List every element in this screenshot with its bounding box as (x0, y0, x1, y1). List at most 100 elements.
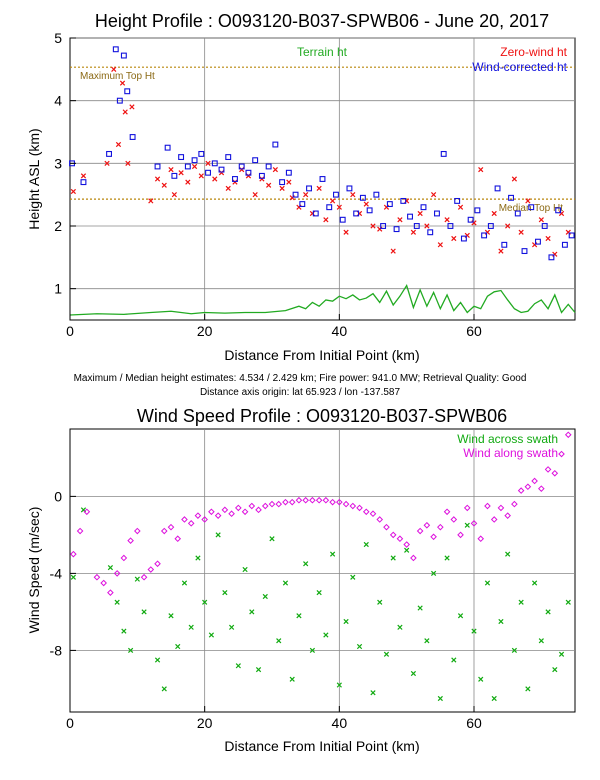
height-series-2-point-60 (508, 194, 514, 201)
wind-series-0-point-11 (175, 643, 181, 650)
wind-series-0-point-67 (552, 667, 558, 673)
height-grid (70, 37, 575, 320)
wind-series-0-point-31 (309, 647, 316, 654)
wind-series-1-point-71 (551, 469, 559, 477)
wind-series-1 (70, 431, 572, 596)
wind-series-0-point-55 (471, 628, 477, 634)
wind-series-1-point-13 (160, 527, 168, 535)
height-series-1-point-2 (104, 160, 110, 166)
height-series-1-point-26 (259, 176, 265, 182)
wind-series-1-point-47 (389, 531, 397, 539)
height-series-1-point-38 (336, 204, 342, 210)
height-series-2-point-44 (400, 197, 407, 204)
wind-series-1-point-4 (100, 579, 107, 587)
height-series-1-point-14 (178, 170, 184, 176)
wind-series-1-point-8 (127, 537, 134, 544)
height-series-2-point-58 (494, 185, 501, 192)
wind-series-1-point-21 (214, 512, 222, 519)
height-ref-label-1: Median Top Ht (499, 203, 564, 214)
height-series-2-point-3 (112, 46, 119, 53)
height-series-1-point-27 (266, 182, 272, 188)
height-series-1-point-30 (286, 179, 292, 185)
wind-series-0-point-52 (451, 657, 457, 663)
height-series-2-point-5 (120, 52, 127, 59)
height-series-2-point-32 (319, 176, 326, 182)
height-series-1-point-20 (218, 170, 225, 176)
wind-series-1-point-56 (450, 516, 458, 523)
height-series-1-point-36 (323, 217, 329, 223)
height-series-1-point-46 (390, 248, 396, 254)
height-y-tick-label-3: 4 (54, 93, 62, 109)
wind-series-0-point-12 (181, 580, 188, 586)
height-series-1-point-47 (397, 217, 403, 223)
wind-series-1-point-0 (70, 550, 77, 558)
wind-series-1-point-57 (457, 531, 464, 539)
height-series-2-point-45 (407, 213, 413, 220)
height-series-2-point-50 (440, 150, 447, 157)
height-series-1-point-3 (111, 66, 117, 72)
wind-series-0-point-6 (134, 576, 140, 582)
wind-series-0-point-10 (168, 613, 174, 619)
height-series-2-point-66 (548, 254, 555, 261)
height-series-2-point-67 (555, 207, 562, 214)
height-ref-label-0: Maximum Top Ht (80, 71, 155, 82)
height-series-2-point-46 (413, 223, 420, 229)
wind-series-0-point-45 (404, 547, 410, 553)
wind-series-1-point-48 (396, 535, 404, 543)
height-series-2-point-26 (279, 179, 286, 186)
wind-series-0-point-40 (370, 690, 376, 696)
height-series-1-point-15 (185, 179, 191, 185)
wind-series-1-point-63 (497, 504, 505, 512)
height-series-1-point-24 (245, 173, 252, 179)
wind-series-1-point-46 (383, 523, 390, 531)
wind-series-0-point-30 (303, 561, 309, 567)
wind-series-0-point-43 (390, 555, 396, 561)
height-legend-zero-wind: Zero-wind ht (500, 45, 567, 59)
height-series-1-point-50 (417, 210, 423, 217)
wind-series-0-point-58 (491, 695, 497, 702)
wind-series-1-point-52 (423, 521, 431, 529)
height-series-1-point-31 (289, 195, 295, 201)
wind-series-0-point-64 (531, 580, 538, 586)
height-series-1-point-42 (363, 201, 369, 207)
height-series-2-point-57 (487, 223, 494, 229)
wind-series-1-point-66 (517, 487, 525, 494)
wind-series-0-point-35 (336, 682, 342, 688)
wind-series-0-point-15 (202, 599, 208, 605)
height-series-2-point-18 (225, 154, 232, 161)
height-series-1-point-23 (239, 166, 245, 173)
wind-series-1-point-49 (403, 541, 410, 548)
height-series-2-point-56 (481, 232, 488, 239)
wind-series-1-point-38 (329, 498, 336, 506)
wind-series-1-point-3 (93, 573, 101, 581)
height-y-ticks: 1 2 3 4 5 (54, 30, 76, 297)
height-series-1-point-22 (232, 179, 238, 185)
height-series-2-point-39 (366, 207, 373, 214)
wind-series-1-point-43 (362, 508, 370, 516)
wind-series-1-point-62 (490, 516, 498, 523)
wind-series-0-point-66 (545, 609, 551, 615)
height-series-1-point-40 (350, 192, 356, 198)
height-series-2-point-54 (467, 216, 474, 223)
height-series-2-point-69 (568, 232, 575, 239)
height-series-1-point-8 (129, 104, 135, 110)
wind-series-1-point-31 (282, 498, 289, 506)
height-series-1-point-34 (309, 210, 316, 217)
wind-series-1-point-2 (83, 508, 91, 516)
wind-series-1-point-40 (342, 500, 350, 508)
wind-series-0-point-3 (114, 599, 120, 605)
wind-series-0-point-8 (154, 657, 161, 663)
wind-series-1-point-19 (201, 516, 208, 523)
height-series-1-point-29 (279, 185, 285, 192)
wind-speed-chart: Wind Speed Profile : O093120-B037-SPWB06… (26, 406, 576, 754)
wind-series-0-point-69 (565, 599, 571, 605)
wind-series-0-point-19 (228, 624, 235, 630)
wind-series-1-point-30 (275, 500, 283, 508)
height-series-1-point-21 (225, 185, 231, 192)
height-series-1-point-9 (148, 198, 154, 204)
wind-series-0-point-65 (538, 638, 544, 644)
height-series-2-point-13 (191, 157, 198, 164)
height-series-2-point-59 (501, 241, 508, 248)
height-series-1-point-51 (424, 223, 430, 229)
height-series-1-point-53 (437, 242, 443, 248)
